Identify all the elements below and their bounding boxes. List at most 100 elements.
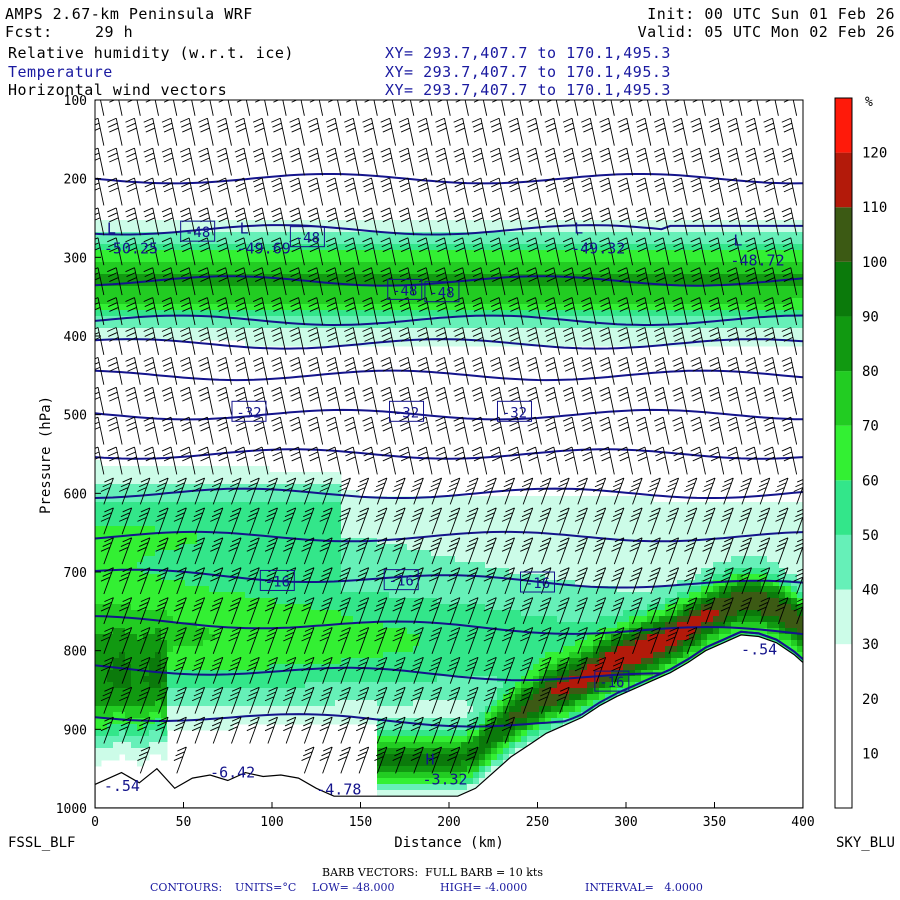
rh-cell <box>365 574 372 581</box>
rh-cell <box>119 466 126 473</box>
rh-cell <box>203 496 210 503</box>
rh-cell <box>383 760 390 767</box>
rh-cell <box>377 328 384 335</box>
rh-cell <box>305 334 312 341</box>
rh-cell <box>473 778 480 785</box>
rh-cell <box>407 640 414 647</box>
rh-cell <box>503 544 510 551</box>
rh-cell <box>467 634 474 641</box>
rh-cell <box>401 682 408 689</box>
rh-cell <box>179 466 186 473</box>
rh-cell <box>185 586 192 593</box>
rh-cell <box>413 718 420 725</box>
rh-cell <box>341 658 348 665</box>
rh-cell <box>311 568 318 575</box>
rh-cell <box>221 280 228 287</box>
rh-cell <box>401 550 408 557</box>
rh-cell <box>359 574 366 581</box>
rh-cell <box>245 280 252 287</box>
rh-cell <box>155 604 162 611</box>
rh-cell <box>161 592 168 599</box>
rh-cell <box>113 526 120 533</box>
rh-cell <box>413 556 420 563</box>
rh-cell <box>419 712 426 719</box>
rh-cell <box>245 634 252 641</box>
rh-cell <box>275 598 282 605</box>
rh-cell <box>221 562 228 569</box>
rh-cell <box>491 268 498 275</box>
rh-cell <box>263 292 270 299</box>
rh-cell <box>191 514 198 521</box>
rh-cell <box>317 502 324 509</box>
rh-cell <box>125 268 132 275</box>
rh-cell <box>269 244 276 251</box>
rh-cell <box>149 532 156 539</box>
rh-cell <box>455 754 462 761</box>
rh-cell <box>527 562 534 569</box>
rh-cell <box>239 256 246 263</box>
rh-cell <box>461 538 468 545</box>
rh-cell <box>497 724 504 731</box>
rh-cell <box>167 604 174 611</box>
rh-cell <box>269 562 276 569</box>
rh-cell <box>143 730 150 737</box>
rh-cell <box>299 322 306 329</box>
rh-cell <box>293 688 300 695</box>
rh-cell <box>377 724 384 731</box>
rh-cell <box>467 238 474 245</box>
rh-cell <box>383 736 390 743</box>
rh-cell <box>527 586 534 593</box>
rh-cell <box>251 538 258 545</box>
rh-cell <box>491 670 498 677</box>
rh-cell <box>353 694 360 701</box>
rh-cell <box>221 238 228 245</box>
rh-cell <box>107 730 114 737</box>
rh-cell <box>323 598 330 605</box>
rh-cell <box>473 544 480 551</box>
rh-cell <box>359 280 366 287</box>
rh-cell <box>323 706 330 713</box>
rh-cell <box>509 646 516 653</box>
rh-cell <box>377 262 384 269</box>
rh-cell <box>113 304 120 311</box>
rh-cell <box>503 256 510 263</box>
rh-cell <box>527 640 534 647</box>
rh-cell <box>323 274 330 281</box>
rh-cell <box>95 466 102 473</box>
rh-cell <box>149 328 156 335</box>
rh-cell <box>497 604 504 611</box>
rh-cell <box>221 700 228 707</box>
rh-cell <box>413 328 420 335</box>
rh-cell <box>401 226 408 233</box>
rh-cell <box>131 244 138 251</box>
rh-cell <box>479 508 486 515</box>
rh-cell <box>221 628 228 635</box>
rh-cell <box>497 562 504 569</box>
rh-cell <box>479 280 486 287</box>
rh-cell <box>485 652 492 659</box>
rh-cell <box>167 232 174 239</box>
rh-cell <box>137 556 144 563</box>
rh-cell <box>443 712 450 719</box>
rh-cell <box>203 664 210 671</box>
rh-cell <box>119 568 126 575</box>
rh-cell <box>119 220 126 227</box>
rh-cell <box>407 250 414 257</box>
rh-cell <box>443 616 450 623</box>
rh-cell <box>425 580 432 587</box>
rh-cell <box>329 220 336 227</box>
rh-cell <box>143 502 150 509</box>
rh-cell <box>521 592 528 599</box>
rh-cell <box>143 472 150 479</box>
rh-cell <box>95 694 102 701</box>
rh-cell <box>377 748 384 755</box>
rh-cell <box>311 298 318 305</box>
rh-cell <box>497 760 504 767</box>
rh-cell <box>461 784 468 791</box>
rh-cell <box>389 544 396 551</box>
rh-cell <box>437 226 444 233</box>
rh-cell <box>311 544 318 551</box>
rh-cell <box>257 466 264 473</box>
rh-cell <box>539 328 546 335</box>
rh-cell <box>521 634 528 641</box>
